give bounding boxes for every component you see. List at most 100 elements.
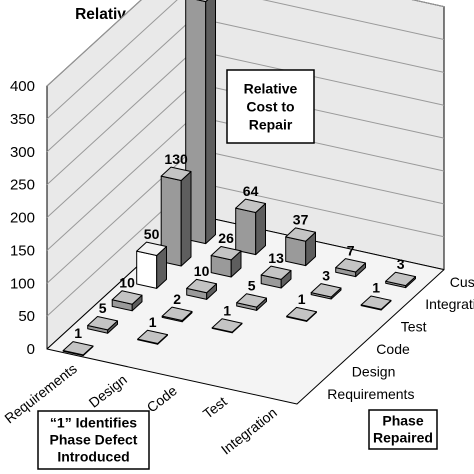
relative-cost-box-frame: [226, 69, 315, 144]
gridline: [46, 0, 445, 87]
bar: 2: [161, 291, 193, 323]
bar: 1: [211, 302, 243, 334]
repaired-axis-label: Integration: [425, 296, 474, 312]
introduced-axis-label: Design: [86, 371, 130, 410]
bar-value-label: 10: [119, 275, 135, 291]
introduced-axis-label: Test: [200, 393, 230, 421]
bar: 130: [160, 151, 192, 267]
bar-value-label: 1: [223, 302, 231, 318]
y-tick-label: 100: [10, 275, 35, 292]
bar: 64: [235, 183, 266, 256]
bar-value-label: 37: [293, 212, 309, 228]
relative-cost-box-text: Relative: [244, 81, 298, 97]
bar-value-label: 7: [347, 242, 355, 258]
bar-top: [160, 166, 192, 181]
bar-value-label: 1: [298, 291, 306, 307]
bar: 50: [136, 226, 167, 289]
bar: 10: [186, 263, 217, 300]
bar-value-label: 26: [218, 230, 234, 246]
bar-front: [235, 207, 257, 256]
y-tick-label: 50: [18, 308, 35, 325]
bar-value-label: 2: [173, 291, 181, 307]
bar-top: [310, 283, 342, 298]
repaired-axis-label: Test: [401, 319, 427, 335]
phase-repaired-box-frame: [368, 409, 438, 450]
bar: 1: [286, 291, 317, 322]
y-tick-label: 0: [27, 341, 35, 358]
bar-value-label: 3: [397, 256, 405, 272]
bar-top: [211, 318, 243, 333]
bar-top: [385, 271, 416, 287]
repaired-axis-label: Code: [376, 341, 410, 357]
chart-walls: [46, 0, 445, 405]
bar-value-label: 1: [149, 314, 157, 330]
bar-value-label: 1: [74, 325, 82, 341]
bar-top: [210, 246, 242, 261]
repaired-axis-label: Requirements: [327, 386, 414, 402]
y-tick-label: 400: [10, 78, 35, 95]
bar-top: [286, 306, 317, 322]
bars: 3686437731302613315010511021511: [62, 0, 416, 357]
identifies-box-text: Phase Defect: [50, 432, 138, 448]
bar-side: [205, 0, 216, 245]
bar: 3: [310, 267, 342, 300]
bar: 10: [111, 275, 143, 312]
bar-top: [136, 241, 167, 256]
repaired-axis-labels: Requirements Design Code Test Integration Cus…: [327, 274, 474, 402]
bar: 5: [236, 277, 267, 311]
bar: 26: [210, 230, 242, 278]
y-tick-label: 350: [10, 111, 35, 128]
bar-value-label: 130: [164, 151, 188, 167]
bar-top: [186, 278, 217, 294]
bar-top: [360, 295, 392, 310]
bar-top: [235, 198, 266, 213]
bar: 3: [385, 256, 416, 289]
bar-value-label: 64: [243, 183, 259, 199]
bar-value-label: 10: [194, 263, 210, 279]
bar: 13: [260, 250, 292, 289]
introduced-axis-label: Integration: [218, 404, 280, 457]
y-tick-label: 250: [10, 177, 35, 194]
bar-top: [335, 258, 366, 273]
bar-value-label: 50: [144, 226, 160, 242]
phase-repaired-box-text: Phase: [382, 413, 423, 429]
bar: 5: [87, 300, 118, 334]
bar-top: [137, 329, 168, 344]
bar: 1: [360, 280, 392, 311]
bar-front: [285, 236, 307, 267]
bar: 1: [62, 325, 94, 357]
y-tick-label: 300: [10, 144, 35, 161]
bar-top: [87, 316, 118, 331]
bar-value-label: 13: [268, 250, 284, 266]
repaired-axis-label: Customer: [450, 274, 474, 290]
identifies-box-text: Introduced: [57, 449, 129, 465]
repaired-axis-label: Design: [352, 363, 396, 379]
identifies-box-text: “1” Identifies: [50, 415, 137, 431]
y-tick-label: 150: [10, 242, 35, 259]
bar-value-label: 3: [322, 267, 330, 283]
relative-cost-box-text: Cost to: [246, 99, 294, 115]
bar-top: [260, 265, 292, 280]
bar: 37: [285, 212, 316, 267]
y-axis-ticks: 0 50 100 150 200 250 300 350 400: [10, 78, 35, 358]
bar-top: [236, 293, 267, 308]
bar-top: [161, 306, 193, 321]
phase-repaired-box-text: Repaired: [373, 430, 433, 446]
relative-cost-box-text: Repair: [249, 117, 293, 133]
relative-cost-box: Relative Cost to Repair: [226, 69, 315, 144]
gridline: [46, 0, 445, 120]
identifies-box-frame: [37, 410, 150, 470]
bar-top: [111, 290, 143, 305]
bar-front: [136, 250, 158, 289]
bar-side: [180, 171, 192, 267]
y-tick-label: 200: [10, 210, 35, 227]
bar-top: [196, 0, 209, 3]
bar-value-label: 1: [372, 280, 380, 296]
bar-top: [285, 227, 316, 242]
bar-value-label: 5: [248, 277, 256, 293]
bar: 7: [335, 242, 366, 278]
